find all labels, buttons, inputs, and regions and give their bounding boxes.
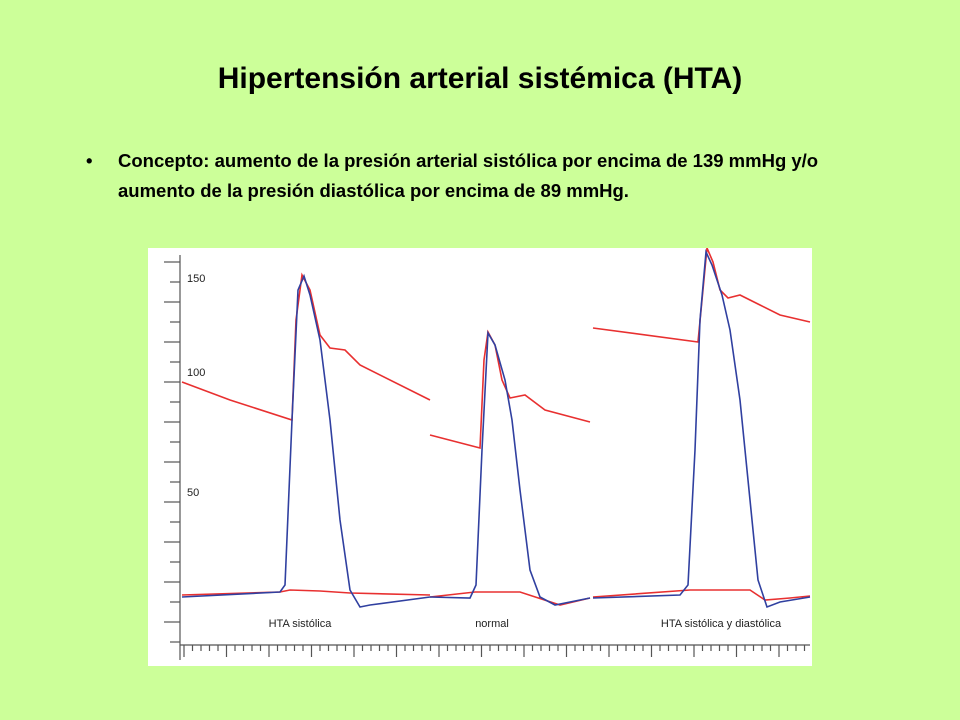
axes <box>164 255 810 660</box>
bullet: Concepto: aumento de la presión arterial… <box>82 146 858 206</box>
red-trace <box>592 589 811 601</box>
figure-background <box>148 248 812 666</box>
y-label: 100 <box>187 367 205 379</box>
red-trace <box>429 329 591 450</box>
pressure-figure: 150 100 50 HTA sistólica normal HTA sist… <box>148 248 812 666</box>
red-trace <box>181 272 431 422</box>
segment-label: HTA sistólica <box>269 618 333 630</box>
y-label: 150 <box>187 273 205 285</box>
blue-trace <box>592 248 811 609</box>
traces <box>181 248 811 609</box>
slide-title: Hipertensión arterial sistémica (HTA) <box>217 62 743 95</box>
segment-label: normal <box>475 618 509 630</box>
bullet-list: Concepto: aumento de la presión arterial… <box>82 146 862 206</box>
y-label: 50 <box>187 487 199 499</box>
blue-trace <box>181 273 431 608</box>
segment-label: HTA sistólica y diastólica <box>661 618 782 630</box>
blue-trace <box>429 330 591 606</box>
